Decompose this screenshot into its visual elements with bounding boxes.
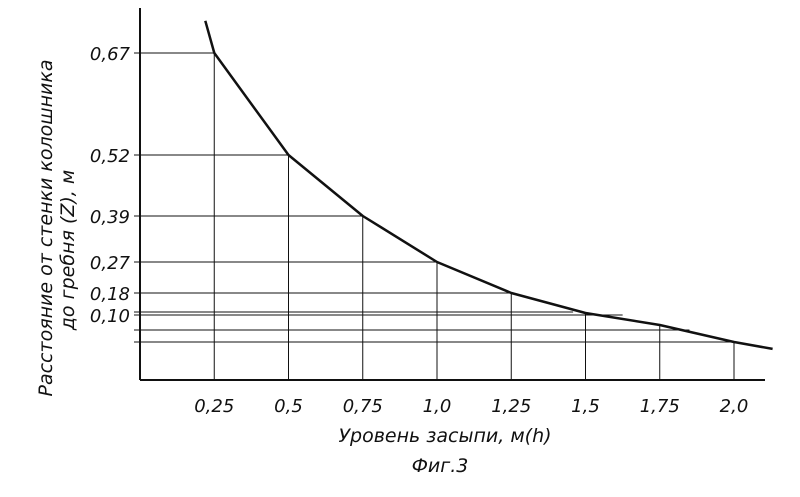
x-tick-label: 1,5 xyxy=(571,396,600,417)
y-tick-labels: 0,67 0,52 0,39 0,27 0,180,10 xyxy=(90,44,131,327)
y-tick-label: 0,18 xyxy=(90,284,130,305)
data-series xyxy=(204,20,773,351)
gridlines xyxy=(134,52,735,380)
axes xyxy=(139,8,765,381)
x-tick-label: 2,0 xyxy=(720,396,749,417)
y-tick-label: 0,10 xyxy=(90,306,130,327)
y-axis-title-line2: до гребня (Z), м xyxy=(57,170,79,331)
x-tick-label: 0,5 xyxy=(274,396,303,417)
y-tick-label: 0,39 xyxy=(90,207,130,228)
x-tick-label: 1,25 xyxy=(491,396,531,417)
x-tick-label: 0,25 xyxy=(194,396,234,417)
x-axis-title: Уровень засыпи, м(h) xyxy=(338,425,551,447)
x-tick-label: 0,75 xyxy=(343,396,383,417)
curve-line xyxy=(204,20,773,351)
y-tick-label: 0,52 xyxy=(90,146,130,167)
y-axis-title-line1: Расстояние от стенки колошника xyxy=(35,60,57,397)
x-tick-label: 1,0 xyxy=(423,396,452,417)
y-tick-label: 0,27 xyxy=(90,253,131,274)
y-tick-label: 0,67 xyxy=(90,44,131,65)
figure-caption: Фиг.3 xyxy=(412,455,469,477)
x-tick-labels: 0,25 0,5 0,75 1,0 1,25 1,5 1,75 2,0 xyxy=(194,396,748,417)
x-tick-label: 1,75 xyxy=(640,396,680,417)
